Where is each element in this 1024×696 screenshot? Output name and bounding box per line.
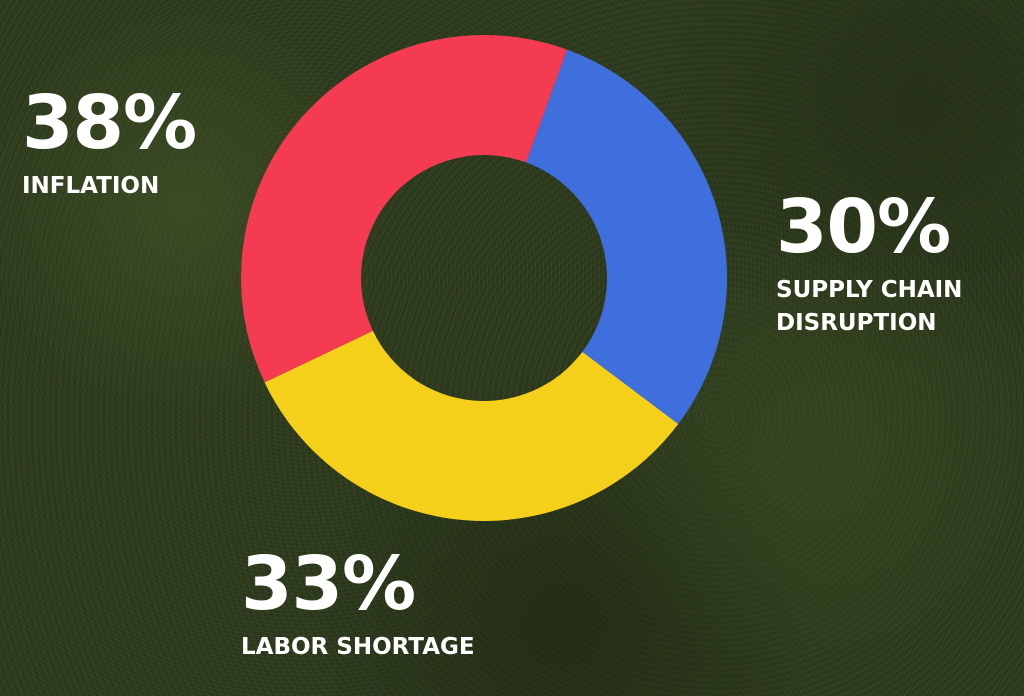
slice-supply-chain-disruption — [526, 49, 727, 425]
inflation-percent: 38% — [22, 80, 197, 166]
label-inflation: 38% INFLATION — [22, 80, 197, 203]
label-supply-chain-disruption: 30% SUPPLY CHAIN DISRUPTION — [776, 190, 962, 340]
supply-chain-category-line-2: DISRUPTION — [776, 310, 937, 336]
inflation-category-line-1: INFLATION — [22, 173, 160, 199]
supply-chain-category-line-1: SUPPLY CHAIN — [776, 277, 963, 303]
labor-shortage-percent: 33% — [241, 541, 416, 627]
supply-chain-percent: 30% — [776, 184, 951, 270]
labor-shortage-category: LABOR SHORTAGE — [241, 631, 475, 664]
slice-inflation — [240, 35, 568, 383]
inflation-category: INFLATION — [22, 170, 196, 203]
labor-shortage-category-line-1: LABOR SHORTAGE — [241, 634, 475, 660]
slice-labor-shortage — [264, 330, 679, 521]
label-labor-shortage: 33% LABOR SHORTAGE — [241, 547, 475, 664]
supply-chain-category: SUPPLY CHAIN DISRUPTION — [776, 274, 962, 340]
